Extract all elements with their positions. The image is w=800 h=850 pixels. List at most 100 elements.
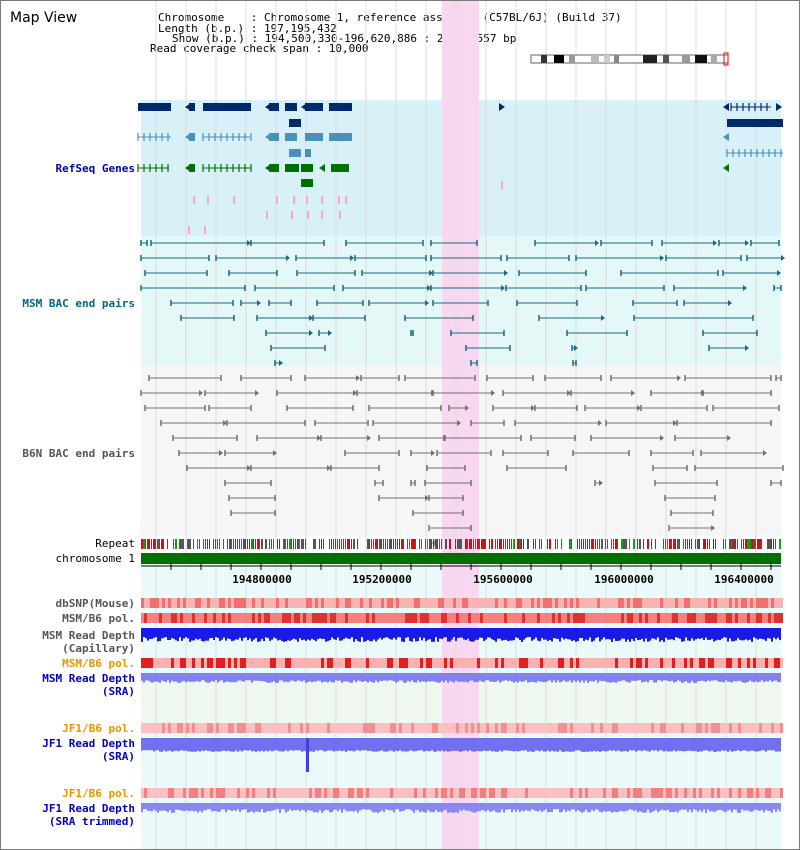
heatmap-cell xyxy=(429,658,432,668)
read-depth-bar xyxy=(693,803,695,810)
heatmap-cell xyxy=(591,613,594,623)
track-label-refseq[interactable]: RefSeq Genes xyxy=(55,162,135,175)
heatmap-cell xyxy=(189,723,192,733)
read-depth-bar xyxy=(579,738,581,751)
read-depth-bar xyxy=(763,738,765,751)
read-depth-bar xyxy=(751,738,753,751)
heatmap-cell xyxy=(150,613,153,623)
read-depth-bar xyxy=(723,628,725,638)
heatmap-cell xyxy=(219,788,222,798)
read-depth-bar xyxy=(523,673,525,682)
repeat-mark xyxy=(391,539,392,549)
heatmap-cell xyxy=(168,788,171,798)
read-depth-bar xyxy=(625,673,627,682)
read-depth-bar xyxy=(197,673,199,682)
heatmap-cell xyxy=(168,658,171,668)
read-depth-bar xyxy=(721,673,723,682)
read-depth-bar xyxy=(385,628,387,638)
heatmap-cell xyxy=(552,598,555,608)
heatmap-cell xyxy=(633,788,636,798)
heatmap-cell xyxy=(450,658,453,668)
read-depth-bar xyxy=(323,628,325,639)
read-depth-bar xyxy=(529,673,531,683)
read-depth-bar xyxy=(267,628,269,639)
read-depth-bar xyxy=(521,628,523,642)
heatmap-cell xyxy=(624,613,627,623)
read-depth-bar xyxy=(773,673,775,681)
repeat-mark xyxy=(153,539,155,549)
repeat-mark xyxy=(675,539,676,549)
read-depth-bar xyxy=(205,738,207,751)
repeat-mark xyxy=(235,539,236,549)
track-backgrounds xyxy=(141,1,781,849)
repeat-mark xyxy=(731,539,733,549)
track-label-chromosome: chromosome 1 xyxy=(55,552,135,565)
heatmap-cell xyxy=(567,788,570,798)
b6n-bac-end-pairs[interactable] xyxy=(140,375,784,561)
chromosome-ideogram[interactable] xyxy=(530,52,729,66)
read-depth-bar xyxy=(477,738,479,751)
heatmap-cell xyxy=(354,658,357,668)
read-depth-bar xyxy=(203,738,205,751)
read-depth-bar xyxy=(719,738,721,752)
heatmap-cell xyxy=(312,598,315,608)
read-depth-bar xyxy=(695,803,697,810)
track-label-msm-bac[interactable]: MSM BAC end pairs xyxy=(22,297,135,310)
read-depth-bar xyxy=(629,628,631,642)
heatmap-cell xyxy=(411,658,414,668)
heatmap-cell xyxy=(750,723,753,733)
refseq-gene-features[interactable] xyxy=(137,103,783,234)
read-depth-bar xyxy=(329,628,331,641)
repeat-mark xyxy=(613,539,614,549)
read-depth-bar xyxy=(369,628,371,642)
repeat-mark xyxy=(205,539,206,549)
heatmap-cell xyxy=(351,613,354,623)
read-depth-bar xyxy=(161,803,163,811)
read-depth-bar xyxy=(751,673,753,682)
read-depth-bar xyxy=(501,628,503,641)
read-depth-bar xyxy=(249,738,251,751)
heatmap-cell xyxy=(366,613,369,623)
read-depth-bar xyxy=(387,628,389,638)
heatmap-cell xyxy=(597,658,600,668)
heatmap-cell xyxy=(408,598,411,608)
heatmap-cell xyxy=(252,598,255,608)
read-depth-bar xyxy=(671,628,673,640)
read-depth-bar xyxy=(491,738,493,752)
read-depth-bar xyxy=(475,628,477,640)
heatmap-cell xyxy=(702,598,705,608)
heatmap-cell xyxy=(375,613,378,623)
heatmap-cell xyxy=(570,658,573,668)
read-depth-bar xyxy=(565,738,567,752)
read-depth-bar xyxy=(147,738,149,751)
read-depth-bar xyxy=(705,803,707,813)
read-depth-bar xyxy=(455,673,457,681)
read-depth-bar xyxy=(203,673,205,681)
read-depth-bar xyxy=(167,738,169,752)
read-depth-bar xyxy=(325,803,327,810)
heatmap-cell xyxy=(228,613,231,623)
read-depth-bar xyxy=(485,673,487,681)
read-depth-bar xyxy=(565,803,567,813)
heatmap-cell xyxy=(606,613,609,623)
heatmap-cell xyxy=(624,788,627,798)
ideogram-band xyxy=(663,55,669,63)
heatmap-cell xyxy=(639,658,642,668)
repeat-mark xyxy=(257,539,259,549)
read-depth-bar xyxy=(157,803,159,813)
read-depth-bar xyxy=(167,628,169,640)
read-depth-bar xyxy=(187,673,189,682)
heatmap-cell xyxy=(426,598,429,608)
read-depth-bar xyxy=(503,803,505,813)
read-depth-bar xyxy=(365,738,367,751)
read-depth-bar xyxy=(469,673,471,681)
heatmap-cell xyxy=(261,723,264,733)
heatmap-cell xyxy=(516,613,519,623)
track-label-b6n-bac[interactable]: B6N BAC end pairs xyxy=(22,447,135,460)
read-depth-bar xyxy=(513,673,515,683)
heatmap-cell xyxy=(516,788,519,798)
heatmap-cell xyxy=(702,613,705,623)
msm-bac-end-pairs[interactable] xyxy=(140,240,785,366)
gene-variant-mark xyxy=(307,211,309,219)
